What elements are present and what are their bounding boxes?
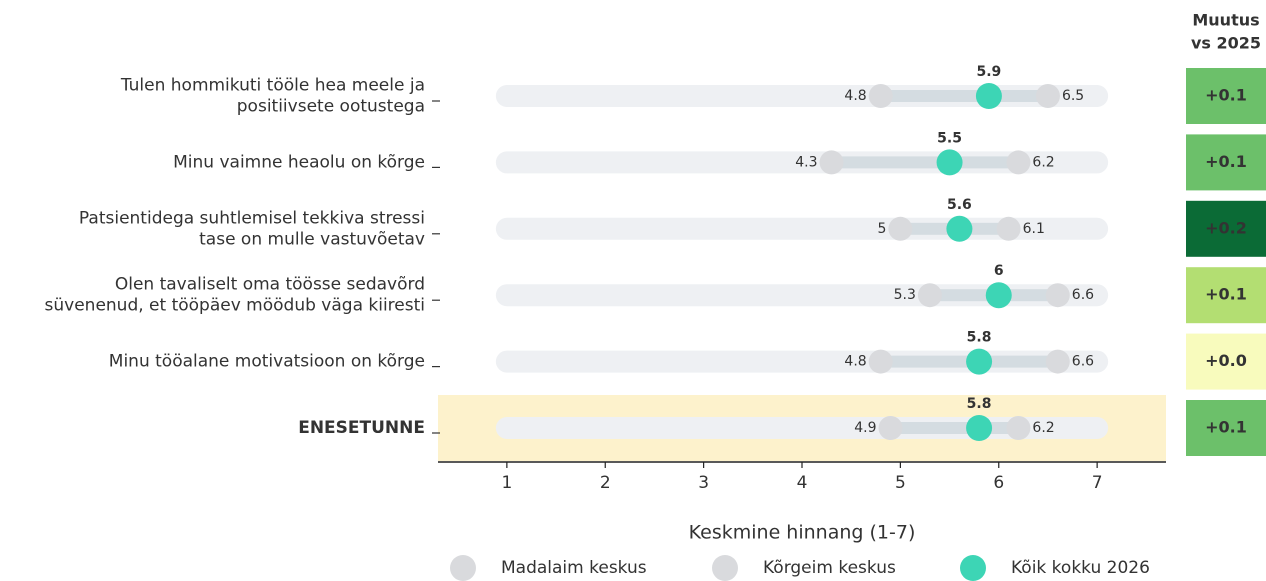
min-dot xyxy=(868,84,893,108)
max-label: 6.1 xyxy=(1023,221,1045,237)
change-label: +0.1 xyxy=(1205,285,1247,304)
min-label: 4.8 xyxy=(844,88,866,104)
min-dot xyxy=(888,216,913,241)
max-dot xyxy=(1045,349,1070,374)
change-label: +0.1 xyxy=(1205,418,1247,437)
total-dot xyxy=(966,348,993,375)
min-label: 5.3 xyxy=(894,287,916,303)
change-box xyxy=(1186,134,1266,191)
y-tick-label: tase on mulle vastuvõetav xyxy=(199,229,425,249)
x-tick-label: 3 xyxy=(698,473,709,493)
x-tick-label: 4 xyxy=(797,473,808,493)
max-dot xyxy=(996,216,1021,241)
x-tick-label: 1 xyxy=(501,473,512,493)
change-label: +0.1 xyxy=(1205,86,1247,105)
total-label: 5.5 xyxy=(937,130,962,146)
min-dot xyxy=(878,416,903,440)
change-box xyxy=(1186,400,1266,456)
change-box xyxy=(1186,333,1266,390)
change-box xyxy=(1186,68,1266,124)
total-label: 5.8 xyxy=(967,396,992,412)
x-axis-label: Keskmine hinnang (1-7) xyxy=(689,522,916,544)
x-tick-label: 5 xyxy=(895,473,906,493)
range-bar xyxy=(831,156,1019,169)
max-dot xyxy=(1006,416,1031,440)
total-label: 5.9 xyxy=(977,64,1002,80)
change-box xyxy=(1186,267,1266,324)
total-label: 5.8 xyxy=(967,330,992,346)
change-header: Muutus xyxy=(1192,11,1259,30)
legend-marker xyxy=(712,555,738,581)
legend-label: Kõrgeim keskus xyxy=(763,558,896,578)
x-tick-label: 2 xyxy=(600,473,611,493)
min-label: 5 xyxy=(877,221,886,237)
min-dot xyxy=(819,150,844,175)
y-tick-label: Tulen hommikuti tööle hea meele ja xyxy=(120,76,425,96)
change-header: vs 2025 xyxy=(1191,34,1261,53)
legend-label: Kõik kokku 2026 xyxy=(1011,558,1150,578)
y-tick-label: süvenenud, et tööpäev möödub väga kiires… xyxy=(45,296,425,316)
legend-marker xyxy=(960,555,986,581)
y-tick-label: Minu tööalane motivatsioon on kõrge xyxy=(109,352,425,372)
range-bar xyxy=(880,90,1048,102)
total-dot xyxy=(985,282,1012,309)
max-label: 6.6 xyxy=(1072,354,1094,370)
max-dot xyxy=(1006,150,1031,175)
x-tick-label: 6 xyxy=(993,473,1004,493)
change-label: +0.0 xyxy=(1205,351,1247,370)
legend-label: Madalaim keskus xyxy=(501,558,647,578)
y-tick-label: Patsientidega suhtlemisel tekkiva stress… xyxy=(79,208,425,228)
change-box xyxy=(1186,200,1266,257)
min-label: 4.9 xyxy=(854,420,876,436)
legend-marker xyxy=(450,555,476,581)
min-label: 4.3 xyxy=(795,154,817,170)
x-tick-label: 7 xyxy=(1092,473,1103,493)
total-dot xyxy=(975,83,1002,109)
total-label: 5.6 xyxy=(947,197,972,213)
y-tick-label: positiivsete ootustega xyxy=(237,97,425,117)
max-label: 6.2 xyxy=(1032,154,1054,170)
max-label: 6.6 xyxy=(1072,287,1094,303)
min-dot xyxy=(868,349,893,374)
max-dot xyxy=(1045,283,1070,308)
max-label: 6.2 xyxy=(1032,420,1054,436)
total-dot xyxy=(936,149,963,176)
total-dot xyxy=(966,415,993,441)
total-label: 6 xyxy=(994,263,1004,279)
min-label: 4.8 xyxy=(844,354,866,370)
range-bar xyxy=(890,422,1019,434)
change-label: +0.1 xyxy=(1205,152,1247,171)
max-label: 6.5 xyxy=(1062,88,1084,104)
y-tick-label: ENESETUNNE xyxy=(298,418,425,438)
min-dot xyxy=(917,283,942,308)
max-dot xyxy=(1035,84,1060,108)
change-label: +0.2 xyxy=(1205,218,1247,237)
y-tick-label: Minu vaimne heaolu on kõrge xyxy=(173,152,425,172)
total-dot xyxy=(946,215,973,242)
y-tick-label: Olen tavaliselt oma töösse sedavõrd xyxy=(115,275,425,295)
